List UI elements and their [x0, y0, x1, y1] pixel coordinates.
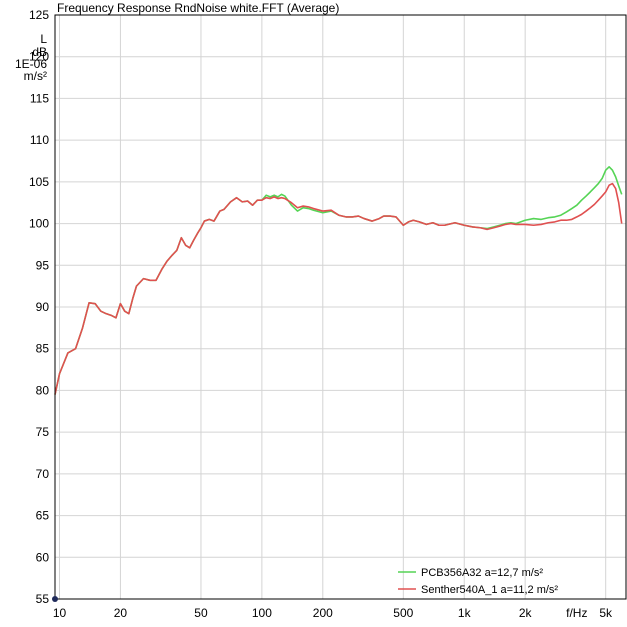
y-axis-label: L dB 1E-06 m/s²: [15, 32, 47, 83]
legend-label: PCB356A32 a=12,7 m/s²: [421, 567, 543, 579]
grid: [55, 15, 626, 599]
x-tick-label: 50: [194, 606, 208, 620]
y-tick-label: 55: [36, 592, 50, 606]
y-tick-label: 85: [36, 342, 50, 356]
x-tick-label: 1k: [458, 606, 472, 620]
x-tick-label: 200: [313, 606, 333, 620]
x-axis-ticks: 10 20 50 100 200 500 1k 2k 5k f/Hz: [53, 606, 613, 620]
y-axis-label-line: dB: [32, 45, 47, 59]
origin-marker: [52, 596, 58, 602]
y-tick-label: 75: [36, 425, 50, 439]
x-tick-label: 10: [53, 606, 67, 620]
y-tick-label: 60: [36, 550, 50, 564]
legend-label: Senther540A_1 a=11,2 m/s²: [421, 584, 558, 596]
plot-lines: [54, 166, 623, 395]
series-line: [54, 182, 623, 395]
y-axis-label-line: 1E-06: [15, 57, 47, 71]
y-tick-label: 120: [29, 50, 49, 64]
y-tick-label: 80: [36, 383, 50, 397]
x-tick-label: 20: [114, 606, 128, 620]
y-tick-label: 125: [29, 8, 49, 22]
series-line: [54, 166, 623, 395]
y-tick-label: 90: [36, 300, 50, 314]
x-tick-label: 100: [252, 606, 272, 620]
y-tick-label: 70: [36, 467, 50, 481]
x-tick-label: 5k: [599, 606, 613, 620]
legend: PCB356A32 a=12,7 m/s² Senther540A_1 a=11,…: [398, 567, 558, 596]
x-axis-unit-label: f/Hz: [566, 606, 587, 620]
y-tick-label: 95: [36, 258, 50, 272]
y-axis-label-line: L: [40, 32, 47, 46]
y-tick-label: 110: [30, 133, 49, 147]
chart-title: Frequency Response RndNoise white.FFT (A…: [57, 1, 339, 15]
y-axis-label-line: m/s²: [24, 69, 47, 83]
x-tick-label: 2k: [519, 606, 533, 620]
plot-frame: [54, 14, 627, 600]
y-tick-label: 115: [30, 91, 49, 105]
y-tick-label: 100: [29, 217, 49, 231]
x-tick-label: 500: [393, 606, 413, 620]
y-tick-label: 65: [36, 509, 50, 523]
y-axis-ticks: 55 60 65 70 75 80 85 90 95 100 105 110 115 120 125: [29, 8, 49, 606]
y-tick-label: 105: [29, 175, 49, 189]
